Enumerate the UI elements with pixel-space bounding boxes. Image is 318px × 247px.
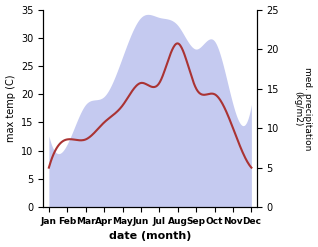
Y-axis label: max temp (C): max temp (C) xyxy=(5,75,16,142)
Y-axis label: med. precipitation
(kg/m2): med. precipitation (kg/m2) xyxy=(293,67,313,150)
X-axis label: date (month): date (month) xyxy=(109,231,191,242)
